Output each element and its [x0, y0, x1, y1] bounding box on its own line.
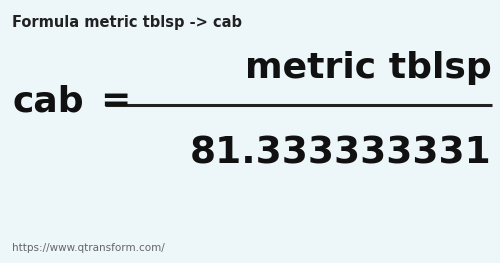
Text: Formula metric tblsp -> cab: Formula metric tblsp -> cab	[12, 15, 242, 30]
Text: =: =	[100, 84, 130, 118]
Text: 81.333333331: 81.333333331	[190, 135, 492, 171]
Text: cab: cab	[12, 84, 84, 118]
Text: https://www.qtransform.com/: https://www.qtransform.com/	[12, 243, 165, 253]
Text: metric tblsp: metric tblsp	[245, 51, 492, 85]
